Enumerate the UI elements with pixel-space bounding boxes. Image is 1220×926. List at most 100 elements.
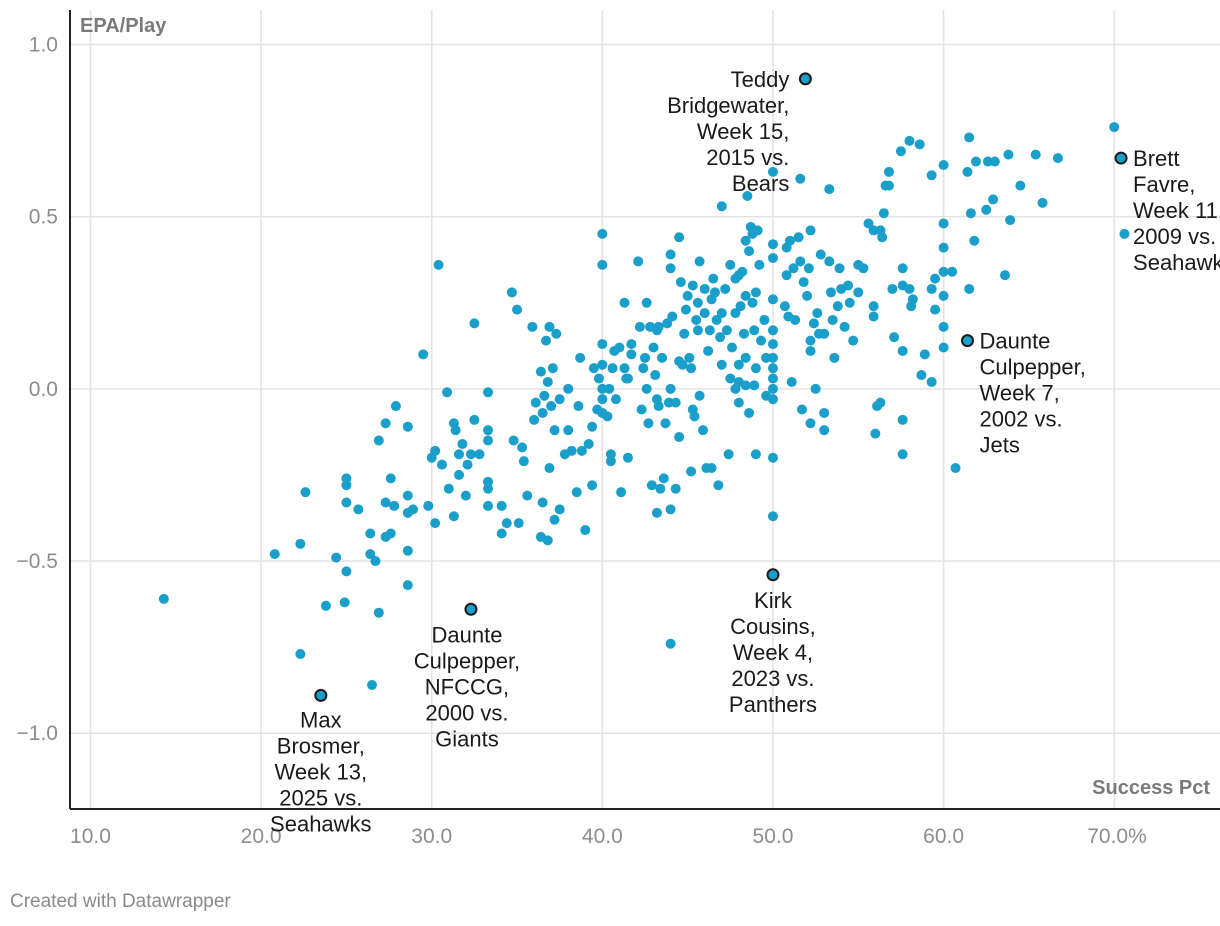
data-point bbox=[341, 473, 352, 484]
data-point bbox=[474, 449, 485, 460]
data-point bbox=[716, 308, 727, 319]
data-point bbox=[988, 194, 999, 205]
data-point bbox=[805, 335, 816, 346]
data-point bbox=[692, 297, 703, 308]
data-point bbox=[754, 259, 765, 270]
data-point bbox=[508, 435, 519, 446]
data-point bbox=[883, 166, 894, 177]
data-point bbox=[665, 249, 676, 260]
data-point bbox=[749, 380, 760, 391]
data-point bbox=[868, 301, 879, 312]
data-point bbox=[576, 445, 587, 456]
data-point bbox=[694, 256, 705, 267]
data-point bbox=[542, 535, 553, 546]
data-point bbox=[636, 404, 647, 415]
data-point bbox=[626, 349, 637, 360]
data-point bbox=[1000, 270, 1011, 281]
data-point bbox=[546, 401, 557, 412]
data-point bbox=[825, 287, 836, 298]
data-point bbox=[699, 283, 710, 294]
data-point bbox=[839, 321, 850, 332]
data-point bbox=[795, 173, 806, 184]
data-point bbox=[583, 438, 594, 449]
annotation-label: Teddy Bridgewater, Week 15, 2015 vs. Bears bbox=[667, 67, 789, 196]
data-point bbox=[563, 383, 574, 394]
data-point bbox=[914, 139, 925, 150]
data-point bbox=[779, 301, 790, 312]
data-point bbox=[610, 394, 621, 405]
annotation-line: Week 11, bbox=[1133, 198, 1220, 223]
x-axis-title: Success Pct bbox=[1092, 777, 1210, 799]
data-point bbox=[537, 407, 548, 418]
data-point bbox=[563, 425, 574, 436]
data-point bbox=[805, 418, 816, 429]
data-point bbox=[832, 301, 843, 312]
data-point bbox=[597, 259, 608, 270]
data-point bbox=[549, 514, 560, 525]
data-point bbox=[756, 335, 767, 346]
data-point bbox=[1052, 153, 1063, 164]
y-tick-label: 1.0 bbox=[29, 33, 58, 56]
data-point bbox=[962, 166, 973, 177]
data-point bbox=[300, 487, 311, 498]
data-point bbox=[964, 283, 975, 294]
data-point bbox=[744, 246, 755, 257]
data-point bbox=[759, 314, 770, 325]
data-point bbox=[662, 318, 673, 329]
data-point bbox=[483, 476, 494, 487]
data-point bbox=[824, 184, 835, 195]
data-point bbox=[907, 294, 918, 305]
data-point bbox=[602, 411, 613, 422]
data-point bbox=[665, 504, 676, 515]
data-point bbox=[767, 339, 778, 350]
data-point bbox=[622, 452, 633, 463]
data-point bbox=[385, 528, 396, 539]
data-point bbox=[682, 290, 693, 301]
data-point bbox=[795, 256, 806, 267]
data-point bbox=[341, 480, 352, 491]
annotation-line: Culpepper, bbox=[414, 648, 520, 673]
data-point bbox=[733, 359, 744, 370]
data-point bbox=[716, 359, 727, 370]
data-point bbox=[544, 321, 555, 332]
annotation-line: Week 13, bbox=[275, 759, 368, 784]
data-point bbox=[815, 249, 826, 260]
data-point bbox=[1005, 215, 1016, 226]
data-point bbox=[740, 290, 751, 301]
data-point bbox=[887, 283, 898, 294]
data-point bbox=[883, 180, 894, 191]
data-point bbox=[566, 445, 577, 456]
data-point bbox=[653, 401, 664, 412]
annotation-label: Daunte Culpepper, Week 7, 2002 vs. Jets bbox=[979, 329, 1085, 458]
data-point bbox=[747, 297, 758, 308]
data-point bbox=[730, 308, 741, 319]
data-point bbox=[402, 490, 413, 501]
data-point bbox=[706, 463, 717, 474]
data-point bbox=[715, 332, 726, 343]
gridlines bbox=[70, 10, 1220, 809]
data-point bbox=[483, 387, 494, 398]
data-point bbox=[571, 487, 582, 498]
data-point bbox=[725, 259, 736, 270]
data-point bbox=[829, 352, 840, 363]
data-point bbox=[638, 363, 649, 374]
data-point bbox=[750, 287, 761, 298]
data-point bbox=[686, 466, 697, 477]
data-point bbox=[790, 314, 801, 325]
data-point bbox=[938, 321, 949, 332]
data-point bbox=[810, 383, 821, 394]
data-point bbox=[684, 352, 695, 363]
data-point bbox=[650, 370, 661, 381]
annotation-line: Daunte bbox=[431, 622, 502, 647]
highlighted-point bbox=[766, 568, 780, 582]
data-point bbox=[436, 459, 447, 470]
data-point bbox=[320, 600, 331, 611]
data-point bbox=[750, 363, 761, 374]
data-point bbox=[1119, 228, 1130, 239]
highlighted-point bbox=[798, 72, 812, 86]
data-point bbox=[897, 263, 908, 274]
data-point bbox=[834, 263, 845, 274]
data-point bbox=[674, 232, 685, 243]
data-point bbox=[448, 511, 459, 522]
